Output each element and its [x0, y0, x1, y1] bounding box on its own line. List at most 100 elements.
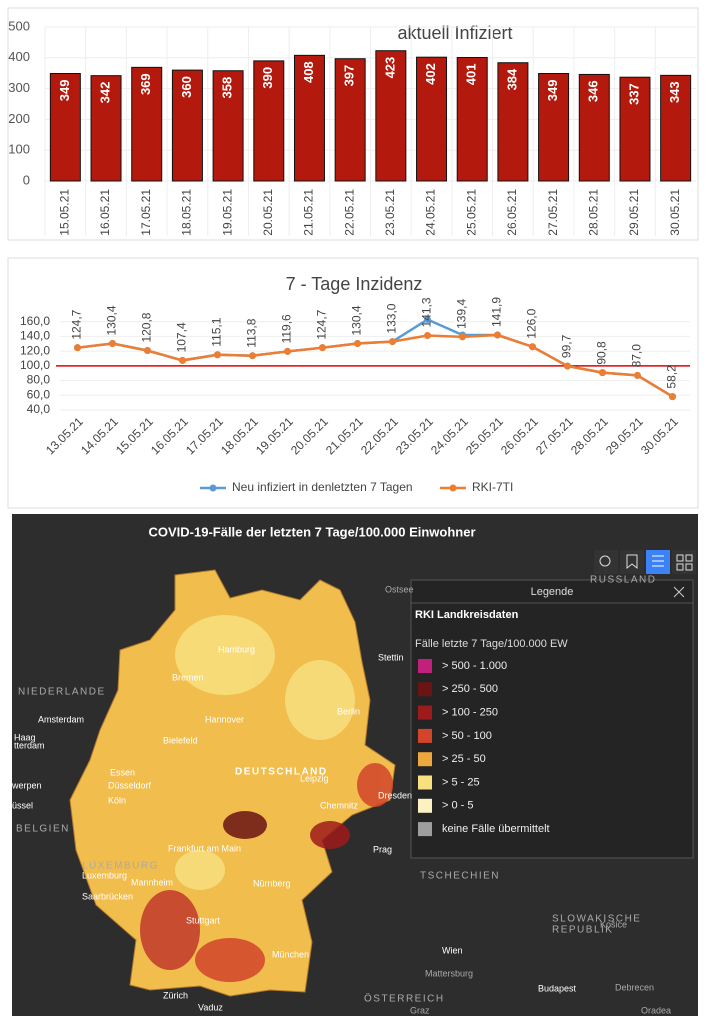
- series-line: [77, 333, 674, 398]
- map-title: COVID-19-Fälle der letzten 7 Tage/100.00…: [148, 524, 475, 539]
- bookmark-icon: [626, 554, 638, 570]
- map-label: Oradea: [641, 1005, 671, 1015]
- map-label: Berlin: [337, 706, 360, 716]
- point: [354, 339, 361, 347]
- point: [144, 347, 151, 355]
- y-tick-label: 300: [8, 80, 30, 95]
- point: [319, 344, 326, 352]
- legend-item: > 50 - 100: [442, 730, 492, 742]
- map-label: Luxemburg: [82, 870, 127, 880]
- data-label: 124,7: [70, 309, 84, 339]
- bar: [619, 76, 651, 182]
- grid-icon: [676, 554, 693, 571]
- data-label: 360: [179, 76, 194, 98]
- map-label: Vaduz: [198, 1002, 223, 1012]
- bar: [416, 56, 448, 182]
- panel: [7, 257, 699, 509]
- data-label: 119,6: [280, 314, 294, 343]
- x-tick-label: 21.05.21: [302, 189, 316, 236]
- map-label: ÖSTERREICH: [364, 993, 445, 1005]
- toolbar: [594, 550, 696, 574]
- y-tick-label: 0: [23, 172, 30, 187]
- data-label: 120,8: [140, 312, 154, 342]
- map-label: Stettin: [378, 652, 404, 662]
- map-label: DEUTSCHLAND: [235, 767, 328, 778]
- data-label: 401: [464, 63, 479, 85]
- bar: [131, 66, 163, 182]
- point: [109, 339, 116, 347]
- point: [529, 343, 536, 351]
- data-label: 423: [382, 57, 397, 79]
- point: [74, 344, 81, 352]
- bar: [456, 56, 488, 182]
- point: [634, 371, 641, 379]
- data-label: 369: [138, 73, 153, 95]
- point: [459, 333, 466, 341]
- search-button[interactable]: [594, 550, 618, 574]
- y-tick-label: 140,0: [20, 329, 50, 343]
- data-label: 133,0: [385, 303, 399, 333]
- data-label: 113,8: [245, 318, 259, 347]
- data-label: 349: [57, 80, 72, 102]
- legend-item: > 250 - 500: [442, 683, 498, 695]
- regions: [140, 615, 393, 982]
- data-label: 390: [260, 67, 275, 89]
- chart-title: aktuell Infiziert: [397, 23, 512, 43]
- legend-label: RKI-7TI: [472, 480, 513, 494]
- map-label: Budapest: [538, 983, 577, 993]
- data-label: 139,4: [455, 299, 469, 329]
- x-tick-label: 30.05.21: [668, 189, 682, 236]
- map-label: Hannover: [205, 714, 244, 724]
- data-label: 130,4: [350, 305, 364, 335]
- point: [424, 316, 431, 324]
- data-label: 107,4: [175, 322, 189, 352]
- map-label: Stuttgart: [186, 915, 221, 925]
- data-label: 124,7: [315, 309, 329, 339]
- data-label: 349: [545, 80, 560, 102]
- map-label: BELGIEN: [16, 824, 70, 835]
- map-label: Saarbrücken: [82, 891, 133, 901]
- x-tick-label: 27.05.21: [546, 189, 560, 236]
- map-label: NIEDERLANDE: [18, 687, 106, 698]
- point: [599, 369, 606, 377]
- point: [389, 338, 396, 346]
- y-tick-label: 100,0: [20, 358, 50, 372]
- data-label: 58,2: [665, 365, 679, 389]
- map-label: Frankfurt am Main: [168, 843, 241, 853]
- legend-button[interactable]: [646, 550, 670, 574]
- close-button[interactable]: [673, 586, 685, 598]
- legend-swatch: [418, 775, 432, 790]
- map-label: Ostsee: [385, 584, 414, 594]
- x-tick-label: 28.05.21: [586, 189, 600, 236]
- data-label: 346: [586, 80, 601, 102]
- point: [214, 351, 221, 359]
- y-tick-label: 60,0: [27, 387, 51, 401]
- point: [669, 393, 676, 401]
- x-tick-label: 17.05.21: [139, 189, 153, 236]
- map-label: Köln: [108, 795, 126, 805]
- legend-item: keine Fälle übermittelt: [442, 823, 550, 835]
- legend-layer: RKI Landkreisdaten: [415, 609, 519, 621]
- x-tick-label: 26.05.21: [505, 189, 519, 236]
- map-label: Chemnitz: [320, 800, 359, 810]
- data-label: 130,4: [105, 305, 119, 335]
- x-tick-label: 22.05.21: [342, 189, 356, 236]
- map-label: Bremen: [172, 672, 204, 682]
- y-tick-label: 400: [8, 49, 30, 64]
- legend-marker: [209, 484, 217, 492]
- legend-item: > 100 - 250: [442, 707, 498, 719]
- data-label: 115,1: [210, 317, 224, 346]
- map-label: REPUBLIK: [552, 925, 613, 936]
- bar: [171, 69, 203, 182]
- legend-swatch: [418, 705, 432, 720]
- data-label: 87,0: [630, 344, 644, 368]
- legend-subtitle: Fälle letzte 7 Tage/100.000 EW: [415, 638, 568, 650]
- map-label: Graz: [410, 1005, 430, 1015]
- x-tick-label: 24.05.21: [424, 189, 438, 236]
- map-label: Haag: [14, 732, 36, 742]
- data-label: 99,7: [560, 334, 574, 358]
- map-label: Amsterdam: [38, 714, 84, 724]
- bookmark-button[interactable]: [620, 550, 644, 574]
- data-label: 342: [97, 82, 112, 104]
